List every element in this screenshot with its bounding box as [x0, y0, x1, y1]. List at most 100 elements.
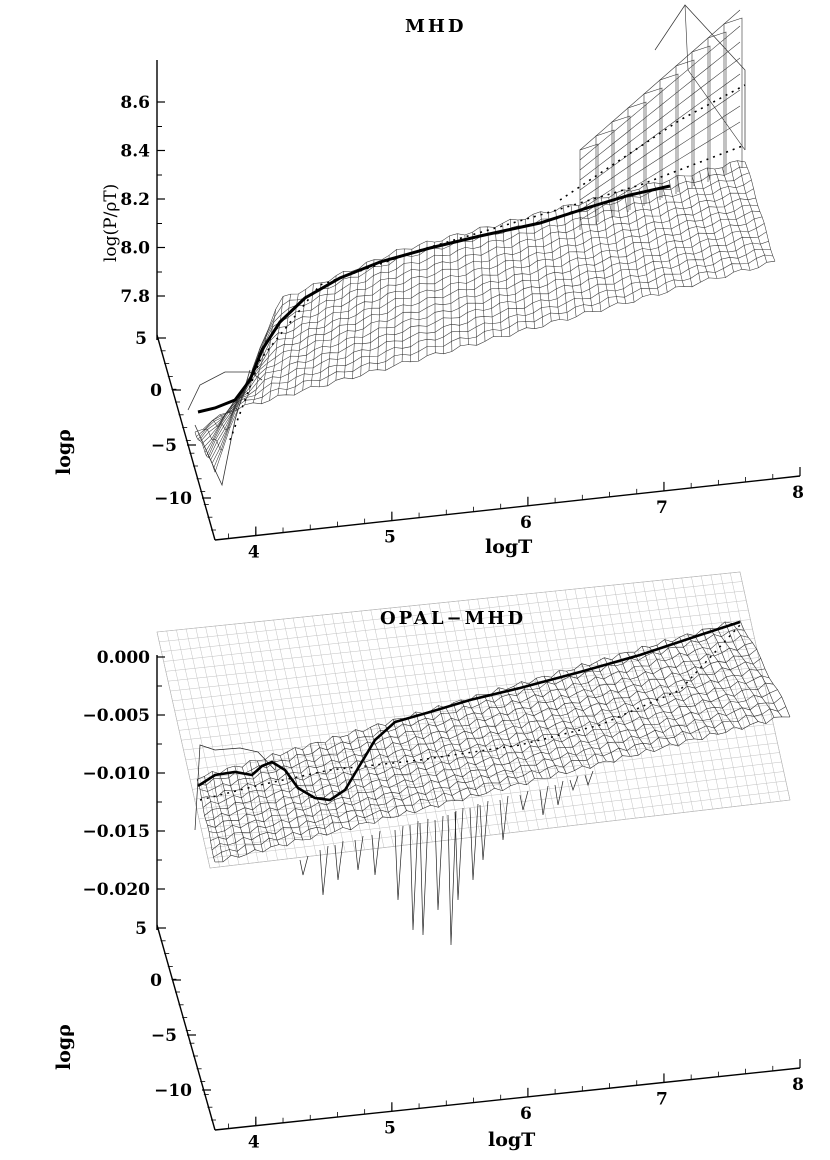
mhd-fin-line — [579, 143, 599, 230]
mhd-x-tick-label: 5 — [384, 528, 396, 548]
opal-plane-line — [196, 742, 778, 810]
opal-spike — [499, 795, 509, 841]
opal-plane-line — [185, 695, 768, 761]
opal-mesh-line — [213, 706, 786, 858]
mhd-mesh-line — [209, 188, 754, 459]
mhd-fin-line — [579, 73, 741, 191]
opal-plane-line — [176, 657, 759, 721]
opal-y-tick-label: 5 — [135, 919, 147, 939]
mhd-x-tick-label: 6 — [520, 513, 532, 533]
opal-spikes — [299, 770, 594, 946]
mhd-mesh-line — [623, 189, 643, 297]
opal-x-tick-label: 5 — [384, 1118, 396, 1138]
mhd-fin-line — [611, 115, 631, 218]
opal-z-tick-label: −0.015 — [83, 822, 150, 842]
opal-mesh-line — [211, 696, 782, 851]
mhd-mesh-line — [653, 182, 676, 288]
mhd-z-axis-label: log(P/ρT) — [101, 184, 121, 262]
opal-x-tick-label: 7 — [656, 1089, 668, 1109]
mhd-mesh-line — [706, 167, 734, 273]
mhd-z-tick-label: 8.0 — [120, 239, 150, 259]
opal-plane-line — [198, 752, 780, 820]
opal-spike — [409, 820, 419, 931]
mhd-x-axis — [214, 475, 801, 541]
mhd-fin-line — [579, 9, 741, 151]
mhd-fin-line — [654, 4, 746, 150]
mhd-x-axis-label: logT — [485, 536, 532, 558]
mhd-mesh-line — [203, 216, 763, 448]
mhd-mesh-line — [540, 211, 552, 322]
mhd-y-tick-label: −5 — [151, 436, 177, 456]
opal-x-ticks: 4 5 6 7 8 — [228, 1059, 804, 1153]
opal-plane-line — [170, 628, 753, 692]
mhd-mesh-line — [200, 231, 767, 442]
opal-z-tick-label: −0.010 — [83, 764, 151, 784]
opal-plane-line — [159, 581, 743, 643]
mhd-mesh-line — [608, 197, 627, 304]
mhd-fin-line — [707, 31, 727, 182]
mhd-fin-line — [659, 73, 679, 200]
mhd-mesh-line — [319, 281, 329, 387]
opal-spike — [371, 830, 381, 876]
opal-spike — [469, 803, 479, 881]
opal-y-axis — [156, 924, 216, 1131]
opal-title: OPAL−MHD — [380, 608, 526, 629]
mhd-mesh-line — [585, 201, 602, 312]
opal-mesh-line — [739, 620, 791, 718]
opal-spike — [419, 818, 429, 936]
opal-plane-line — [181, 676, 763, 741]
mhd-mesh-line — [638, 189, 660, 296]
mhd-y-axis — [156, 334, 216, 541]
opal-spike — [334, 840, 344, 881]
mhd-surface-mesh — [187, 4, 776, 487]
opal-mesh-line — [210, 689, 778, 841]
mhd-mesh-line — [213, 166, 748, 469]
opal-x-axis — [214, 1067, 801, 1131]
mhd-z-tick-label: 8.4 — [120, 142, 150, 162]
opal-plane-line — [174, 647, 757, 711]
opal-plane-line — [203, 771, 784, 839]
mhd-mesh-line — [194, 260, 776, 433]
opal-z-tick-label: 0.000 — [97, 648, 150, 668]
opal-plane-line — [209, 799, 791, 869]
mhd-fin-line — [595, 129, 615, 224]
opal-plane-line — [168, 619, 751, 682]
opal-mesh-line — [202, 648, 757, 808]
opal-spike — [554, 780, 564, 806]
mhd-mesh-line — [197, 249, 771, 440]
mhd-fin-line — [579, 89, 741, 201]
opal-spike — [519, 790, 529, 811]
mhd-x-ticks: 4 5 6 7 8 — [228, 467, 804, 563]
mhd-fin-line — [675, 59, 695, 194]
mhd-mesh-line — [194, 369, 251, 487]
opal-x-axis-label: logT — [488, 1129, 535, 1151]
mhd-fin-line — [723, 17, 743, 176]
opal-spike — [319, 845, 329, 896]
opal-mesh-line — [207, 675, 770, 828]
opal-spike — [447, 810, 457, 946]
opal-z-tick-label: −0.020 — [83, 880, 151, 900]
mhd-y-ticks: 5 0 −5 −10 — [135, 329, 216, 531]
mhd-mesh-line — [214, 160, 746, 473]
mhd-mesh-line — [187, 371, 263, 411]
mhd-mesh-line — [578, 205, 593, 312]
opal-x-tick-label: 4 — [248, 1133, 260, 1153]
opal-plane-line — [207, 790, 788, 859]
opal-plane-line — [163, 600, 747, 662]
mhd-mesh-line — [199, 240, 769, 441]
opal-spike — [354, 835, 364, 871]
mhd-z-ticks: 7.8 8.0 8.2 8.4 8.6 — [120, 93, 165, 307]
opal-dotted-curve — [199, 624, 741, 801]
opal-spike — [569, 775, 579, 792]
opal-y-tick-label: 0 — [150, 971, 162, 991]
opal-plane-line — [183, 685, 766, 751]
mhd-mesh-line — [352, 268, 360, 379]
mhd-mesh-line — [261, 309, 276, 404]
mhd-mesh-line — [368, 259, 375, 371]
mhd-solid-curve — [197, 184, 671, 414]
panel-opal-mhd: 0.000 −0.005 −0.010 −0.015 −0.020 5 0 −5 −10 4 5… — [53, 571, 804, 1153]
mhd-fin-line — [579, 25, 741, 161]
mhd-fin-line — [579, 41, 741, 171]
mhd-mesh-line — [201, 223, 765, 444]
